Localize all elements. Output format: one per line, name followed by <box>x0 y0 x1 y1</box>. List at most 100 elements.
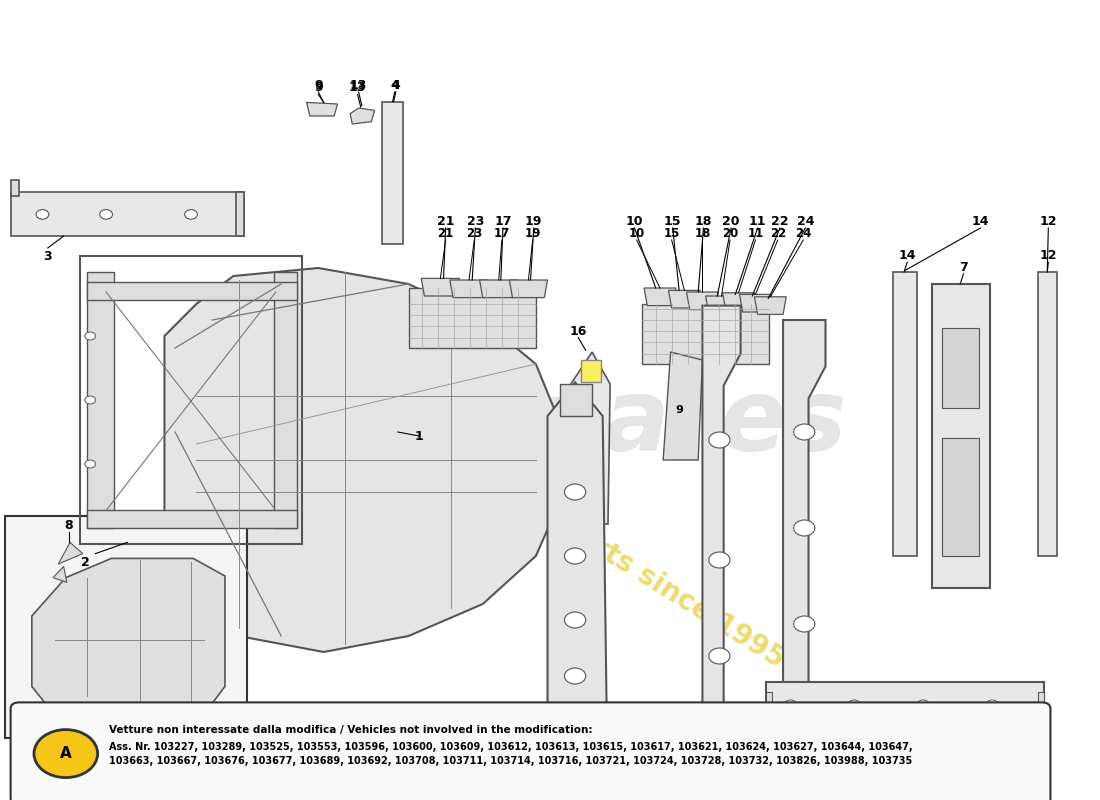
Text: Ass. Nr. 103227, 103289, 103525, 103553, 103596, 103600, 103609, 103612, 103613,: Ass. Nr. 103227, 103289, 103525, 103553,… <box>109 742 913 766</box>
Text: 4: 4 <box>390 79 399 92</box>
FancyBboxPatch shape <box>11 192 244 236</box>
Text: 7: 7 <box>959 261 968 274</box>
Text: 11: 11 <box>747 227 763 240</box>
Polygon shape <box>350 108 375 124</box>
Polygon shape <box>663 352 703 460</box>
Text: 9: 9 <box>675 405 683 414</box>
FancyBboxPatch shape <box>1037 272 1057 556</box>
Text: 14: 14 <box>899 250 916 262</box>
Polygon shape <box>783 320 825 702</box>
Text: 9: 9 <box>314 82 322 94</box>
Text: 20: 20 <box>722 227 738 240</box>
FancyBboxPatch shape <box>932 284 990 588</box>
Text: passion for parts since 1995: passion for parts since 1995 <box>398 414 790 674</box>
Circle shape <box>848 700 860 710</box>
Text: 22: 22 <box>770 227 785 240</box>
Circle shape <box>794 616 815 632</box>
Circle shape <box>185 210 197 219</box>
FancyBboxPatch shape <box>87 282 297 300</box>
Text: 5: 5 <box>572 750 581 762</box>
Text: 23: 23 <box>466 215 484 228</box>
FancyBboxPatch shape <box>766 692 772 720</box>
Text: 10: 10 <box>626 215 644 228</box>
FancyBboxPatch shape <box>943 438 979 556</box>
Polygon shape <box>739 294 771 312</box>
FancyBboxPatch shape <box>235 192 244 236</box>
Text: 19: 19 <box>525 227 541 240</box>
Text: 20: 20 <box>723 215 740 228</box>
Polygon shape <box>645 288 675 306</box>
Polygon shape <box>548 382 607 748</box>
Circle shape <box>708 648 730 664</box>
Text: 16: 16 <box>570 325 587 338</box>
Polygon shape <box>570 352 611 524</box>
Text: 2: 2 <box>80 556 89 569</box>
Circle shape <box>784 700 796 710</box>
FancyBboxPatch shape <box>766 682 1044 726</box>
Text: 17: 17 <box>494 215 512 228</box>
Text: Vetture non interessate dalla modifica / Vehicles not involved in the modificati: Vetture non interessate dalla modifica /… <box>109 725 593 734</box>
Polygon shape <box>32 558 224 710</box>
FancyBboxPatch shape <box>87 272 113 528</box>
Circle shape <box>85 460 96 468</box>
Polygon shape <box>705 296 737 314</box>
Circle shape <box>564 484 585 500</box>
Text: 15: 15 <box>664 215 682 228</box>
Text: 18: 18 <box>695 215 712 228</box>
FancyBboxPatch shape <box>893 272 916 556</box>
FancyBboxPatch shape <box>11 180 19 196</box>
Text: 4: 4 <box>392 79 400 92</box>
Polygon shape <box>307 102 338 116</box>
Circle shape <box>85 396 96 404</box>
FancyBboxPatch shape <box>408 288 536 348</box>
Text: 23: 23 <box>466 227 483 240</box>
FancyBboxPatch shape <box>582 360 601 382</box>
FancyBboxPatch shape <box>11 702 1050 800</box>
Text: 10: 10 <box>628 227 645 240</box>
Text: 8: 8 <box>65 519 74 532</box>
Text: 13: 13 <box>349 82 366 94</box>
Text: 24: 24 <box>795 227 812 240</box>
FancyBboxPatch shape <box>382 102 404 244</box>
Text: 12: 12 <box>1040 215 1057 228</box>
Text: 13: 13 <box>350 79 367 92</box>
Text: 6: 6 <box>818 744 826 757</box>
FancyBboxPatch shape <box>560 384 592 416</box>
Text: 17: 17 <box>494 227 510 240</box>
Circle shape <box>708 552 730 568</box>
Text: 19: 19 <box>525 215 542 228</box>
Text: 24: 24 <box>796 215 814 228</box>
Circle shape <box>708 432 730 448</box>
Polygon shape <box>450 280 488 298</box>
FancyBboxPatch shape <box>87 510 297 528</box>
Text: 15: 15 <box>663 227 680 240</box>
FancyBboxPatch shape <box>766 706 808 726</box>
Text: 1: 1 <box>415 430 424 442</box>
Text: 12: 12 <box>1040 250 1057 262</box>
Text: 3: 3 <box>43 250 52 262</box>
Polygon shape <box>480 280 518 298</box>
Text: 11: 11 <box>749 215 767 228</box>
FancyBboxPatch shape <box>274 272 297 528</box>
Circle shape <box>564 548 585 564</box>
Text: 21: 21 <box>437 215 454 228</box>
Polygon shape <box>58 542 82 564</box>
FancyBboxPatch shape <box>1037 692 1044 720</box>
Polygon shape <box>703 306 740 724</box>
Text: A: A <box>59 746 72 761</box>
FancyBboxPatch shape <box>642 304 769 364</box>
Circle shape <box>85 332 96 340</box>
Polygon shape <box>421 278 460 296</box>
Circle shape <box>794 424 815 440</box>
Circle shape <box>794 520 815 536</box>
Polygon shape <box>53 566 67 582</box>
Circle shape <box>564 668 585 684</box>
Circle shape <box>916 700 930 710</box>
Polygon shape <box>669 290 701 308</box>
Text: 14: 14 <box>971 215 989 228</box>
Circle shape <box>100 210 112 219</box>
Circle shape <box>34 730 98 778</box>
Polygon shape <box>755 297 786 314</box>
Text: eurospares: eurospares <box>214 375 847 473</box>
Circle shape <box>564 612 585 628</box>
